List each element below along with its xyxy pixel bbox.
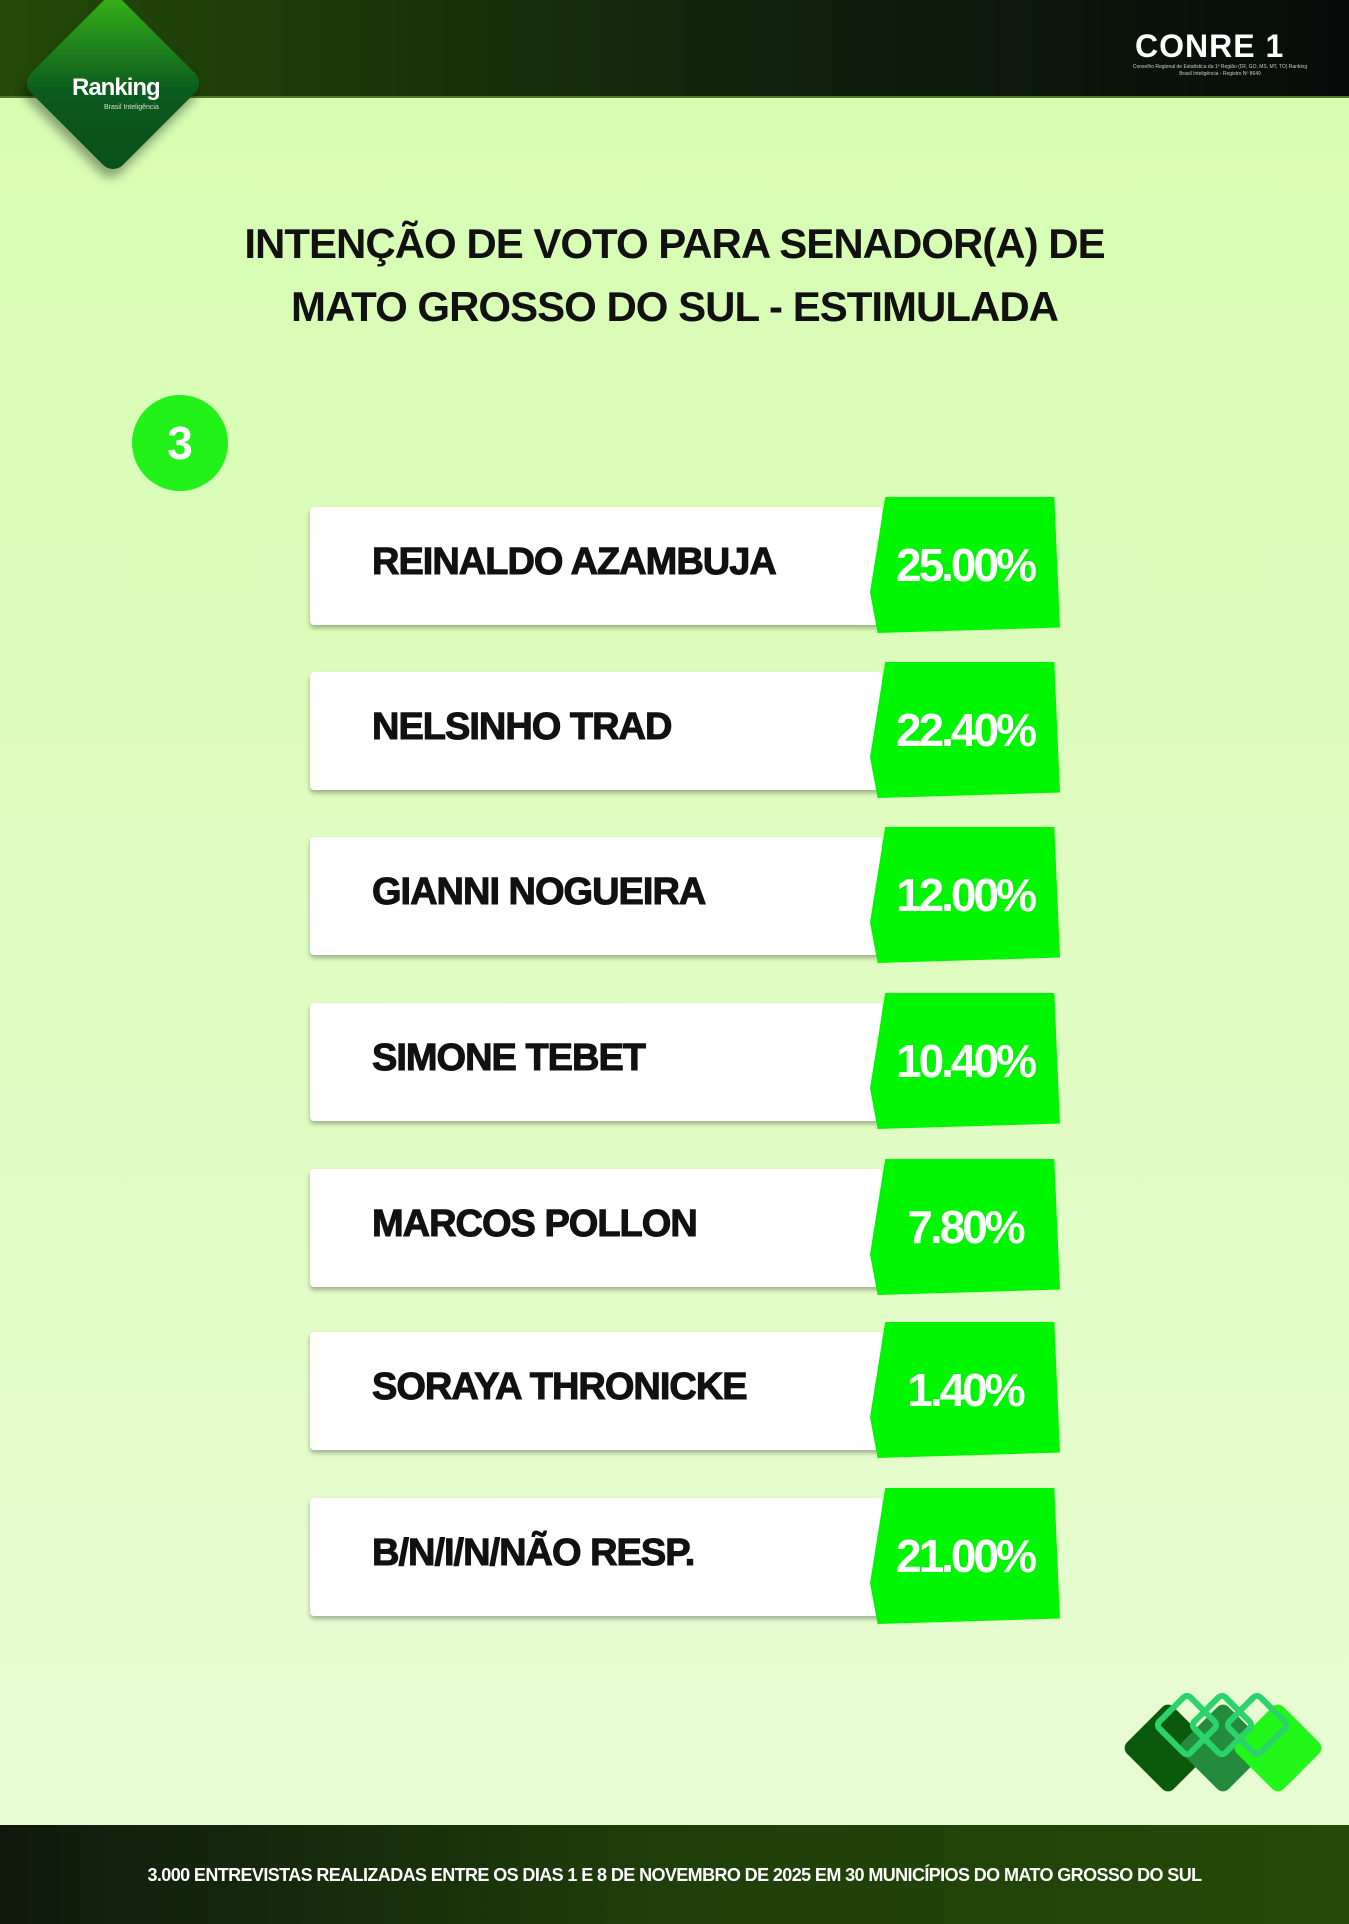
candidate-percentage-box: 22.40% [870, 662, 1060, 798]
candidate-name: MARCOS POLLON [372, 1203, 699, 1246]
ranking-logo-subtitle: Brasil Inteligência [104, 104, 159, 111]
candidate-percentage: 10.40% [895, 1035, 1037, 1087]
candidate-card [310, 837, 882, 955]
candidate-card [310, 1332, 882, 1450]
candidate-card [310, 1003, 882, 1121]
candidate-percentage: 22.40% [895, 704, 1037, 756]
candidate-card [310, 1169, 882, 1287]
result-row: GIANNI NOGUEIRA 12.00% [0, 827, 1349, 963]
footer-bar: 3.000 ENTREVISTAS REALIZADAS ENTRE OS DI… [0, 1825, 1349, 1924]
page-title-line2: MATO GROSSO DO SUL - ESTIMULADA [290, 283, 1059, 330]
candidate-card [310, 1498, 882, 1616]
candidate-name: SORAYA THRONICKE [372, 1366, 749, 1409]
header-bar: CONRE 1 Conselho Regional de Estatística… [0, 0, 1349, 98]
result-row: REINALDO AZAMBUJA 25.00% [0, 497, 1349, 633]
candidate-card [310, 507, 882, 625]
candidate-name: GIANNI NOGUEIRA [371, 871, 706, 914]
result-row: NELSINHO TRAD 22.40% [0, 662, 1349, 798]
candidate-percentage-box: 12.00% [870, 827, 1060, 963]
candidate-percentage: 12.00% [895, 869, 1037, 921]
candidate-percentage-box: 21.00% [870, 1488, 1060, 1624]
candidate-percentage-box: 1.40% [870, 1322, 1060, 1458]
page-title-line1: INTENÇÃO DE VOTO PARA SENADOR(A) DE [244, 220, 1105, 267]
result-row: SORAYA THRONICKE 1.40% [0, 1322, 1349, 1458]
result-row: SIMONE TEBET 10.40% [0, 993, 1349, 1129]
candidate-percentage: 21.00% [895, 1530, 1037, 1582]
result-row: MARCOS POLLON 7.80% [0, 1159, 1349, 1295]
result-row: B/N/I/N/NÃO RESP. 21.00% [0, 1488, 1349, 1624]
conre-subtitle: Conselho Regional de Estatística da 1ª R… [1132, 64, 1308, 77]
candidate-name: NELSINHO TRAD [371, 706, 672, 749]
candidate-percentage: 1.40% [907, 1364, 1025, 1416]
candidate-percentage-box: 25.00% [870, 497, 1060, 633]
candidate-name: REINALDO AZAMBUJA [372, 541, 778, 584]
candidate-percentage: 25.00% [895, 539, 1037, 591]
conre-logo: CONRE 1 [1135, 28, 1285, 64]
ranking-logo-text: Ranking [72, 74, 161, 101]
footer-text: 3.000 ENTREVISTAS REALIZADAS ENTRE OS DI… [147, 1865, 1202, 1886]
question-number-badge: 3 [132, 395, 228, 491]
candidate-percentage-box: 7.80% [870, 1159, 1060, 1295]
candidate-name: B/N/I/N/NÃO RESP. [371, 1532, 695, 1575]
candidate-card [310, 672, 882, 790]
candidate-name: SIMONE TEBET [371, 1037, 646, 1080]
candidate-percentage-box: 10.40% [870, 993, 1060, 1129]
candidate-percentage: 7.80% [907, 1201, 1025, 1253]
